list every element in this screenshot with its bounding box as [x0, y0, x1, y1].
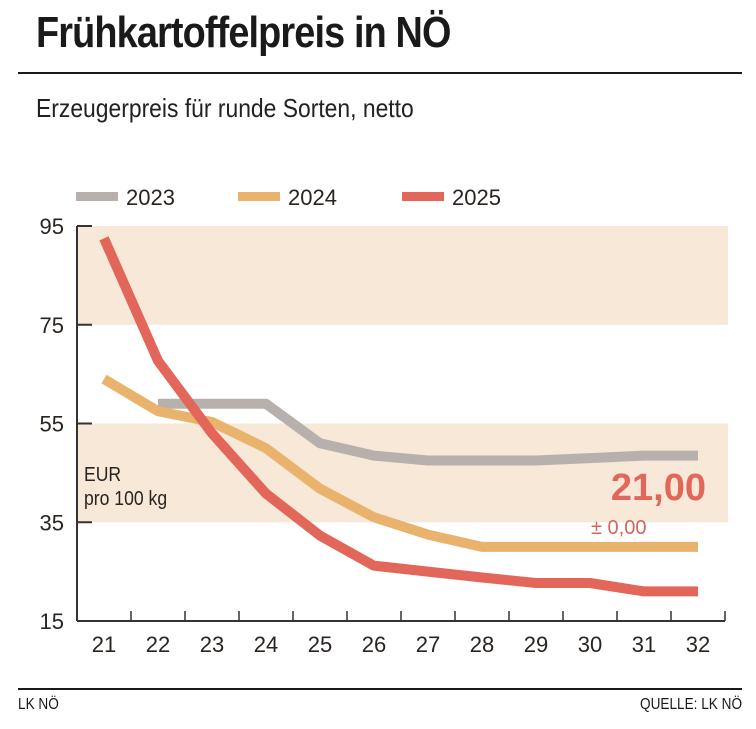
y-tick-label: 15 [40, 609, 64, 634]
legend-swatch-2025 [402, 192, 444, 201]
x-tick-label: 31 [632, 632, 656, 657]
x-tick-label: 23 [200, 632, 224, 657]
x-tick-label: 25 [308, 632, 332, 657]
y-tick-label: 35 [40, 510, 64, 535]
legend-swatch-2023 [76, 192, 118, 201]
legend-label-2024: 2024 [288, 185, 337, 210]
legend-label-2025: 2025 [452, 185, 501, 210]
change-annotation: ± 0,00 [591, 517, 646, 539]
x-tick-label: 27 [416, 632, 440, 657]
x-tick-label: 30 [578, 632, 602, 657]
title-divider [18, 72, 742, 74]
x-tick-label: 21 [92, 632, 116, 657]
footer-credit: LK NÖ [18, 696, 59, 713]
series-lines [99, 236, 698, 597]
x-tick-label: 24 [254, 632, 278, 657]
y-tick-label: 75 [40, 313, 64, 338]
band [77, 423, 728, 523]
chart-subtitle: Erzeugerpreis für runde Sorten, netto [36, 93, 414, 123]
x-tick-label: 32 [686, 632, 710, 657]
y-axis-label-per: pro 100 kg [84, 487, 167, 509]
current-value-annotation: 21,00 [611, 467, 706, 509]
x-tick-label: 22 [146, 632, 170, 657]
band [77, 226, 728, 325]
y-tick-label: 55 [40, 412, 64, 437]
x-tick-label: 26 [362, 632, 386, 657]
x-tick-label: 29 [524, 632, 548, 657]
footer-source: QUELLE: LK NÖ [639, 696, 742, 713]
legend-swatch-2024 [238, 192, 280, 201]
y-tick-label: 95 [40, 214, 64, 239]
background-bands [77, 226, 728, 523]
series-line-2025 [99, 236, 698, 597]
legend: 2023 2024 2025 [76, 185, 501, 210]
y-axis-label-unit: EUR [84, 463, 121, 485]
axes: 15 35 55 75 95 21 22 23 24 25 26 27 28 29 30 31 32 [40, 214, 726, 657]
series-line-2023 [158, 398, 698, 466]
legend-label-2023: 2023 [126, 185, 175, 210]
x-tick-label: 28 [470, 632, 494, 657]
footer-divider [18, 688, 742, 690]
chart-title: Frühkartoffelpreis in NÖ [36, 8, 451, 57]
